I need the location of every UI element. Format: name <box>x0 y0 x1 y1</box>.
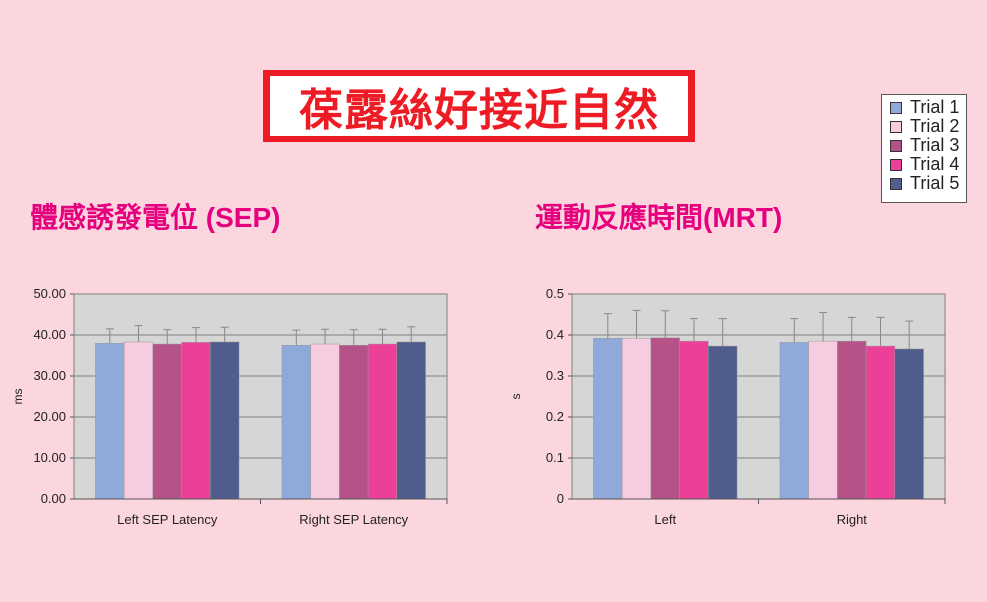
sep-category-label: Left SEP Latency <box>117 512 218 527</box>
sep-y-tick-label: 30.00 <box>33 368 66 383</box>
mrt-y-tick-label: 0.5 <box>546 286 564 301</box>
mrt-bar-trial-3-0 <box>650 337 680 500</box>
mrt-chart: 0 0.1 0.2 0.3 0.4 0.5 s Left Right <box>509 286 946 527</box>
sep-section-title: 體感誘發電位 (SEP) <box>30 202 281 233</box>
mrt-y-tick-label: 0 <box>557 491 564 506</box>
mrt-bar-trial-4-0 <box>679 340 709 500</box>
sep-y-tick-label: 0.00 <box>41 491 66 506</box>
sep-y-axis-label: ms <box>11 389 25 405</box>
mrt-section-title: 運動反應時間(MRT) <box>535 202 783 233</box>
banner-title: 葆露絲好接近自然 <box>299 85 659 136</box>
mrt-bar-trial-3-1 <box>837 340 867 500</box>
sep-bar-trial-3-0 <box>152 343 182 500</box>
legend-label-trial-3: Trial 3 <box>910 135 960 155</box>
mrt-bar-trial-1-1 <box>779 342 809 500</box>
mrt-bar-trial-2-0 <box>621 338 652 500</box>
sep-bar-trial-1-0 <box>95 342 125 500</box>
sep-bar-trial-5-1 <box>396 341 426 500</box>
sep-y-tick-label: 20.00 <box>33 409 66 424</box>
legend-swatch-trial-5 <box>890 177 902 190</box>
mrt-bar-trial-2-1 <box>808 340 838 500</box>
mrt-y-axis-label: s <box>509 394 523 400</box>
sep-bar-trial-2-0 <box>123 341 154 500</box>
banner-inner: 葆露絲好接近自然 <box>270 76 688 136</box>
legend-label-trial-1: Trial 1 <box>910 97 960 117</box>
sep-bar-trial-5-0 <box>210 341 240 500</box>
mrt-y-tick-label: 0.3 <box>546 368 564 383</box>
legend-swatch-trial-1 <box>890 101 902 114</box>
sep-bar-trial-1-1 <box>281 345 311 500</box>
sep-y-tick-label: 50.00 <box>33 286 66 301</box>
mrt-bar-trial-5-0 <box>708 345 738 500</box>
legend-item-trial-3: Trial 3 <box>890 135 966 155</box>
legend-label-trial-5: Trial 5 <box>910 173 960 193</box>
legend-swatch-trial-4 <box>890 158 902 171</box>
sep-y-tick-label: 40.00 <box>33 327 66 342</box>
sep-bar-trial-3-1 <box>339 345 369 500</box>
banner: 葆露絲好接近自然 <box>263 70 695 142</box>
mrt-y-tick-label: 0.1 <box>546 450 564 465</box>
sep-bar-trial-2-1 <box>310 343 340 500</box>
legend-item-trial-2: Trial 2 <box>890 116 966 136</box>
mrt-category-label: Left <box>654 512 676 527</box>
mrt-category-label: Right <box>837 512 868 527</box>
mrt-bar-trial-4-1 <box>865 345 896 500</box>
mrt-bar-trial-1-0 <box>593 338 623 500</box>
sep-category-label: Right SEP Latency <box>299 512 408 527</box>
legend-swatch-trial-2 <box>890 120 902 133</box>
legend-item-trial-5: Trial 5 <box>890 173 966 193</box>
sep-latency-chart: 0.00 10.00 20.00 30.00 40.00 50.00 ms Left SEP … <box>11 286 448 527</box>
sep-y-tick-label: 10.00 <box>33 450 66 465</box>
legend-swatch-trial-3 <box>890 139 902 152</box>
legend-label-trial-2: Trial 2 <box>910 116 960 136</box>
mrt-y-tick-label: 0.4 <box>546 327 564 342</box>
chart-legend: Trial 1 Trial 2 Trial 3 Trial 4 Trial 5 <box>881 94 967 203</box>
legend-label-trial-4: Trial 4 <box>910 154 960 174</box>
legend-item-trial-4: Trial 4 <box>890 154 966 174</box>
mrt-bar-trial-5-1 <box>894 348 924 500</box>
mrt-y-tick-label: 0.2 <box>546 409 564 424</box>
legend-item-trial-1: Trial 1 <box>890 97 966 117</box>
sep-bar-trial-4-0 <box>181 342 211 500</box>
sep-bar-trial-4-1 <box>367 343 398 500</box>
